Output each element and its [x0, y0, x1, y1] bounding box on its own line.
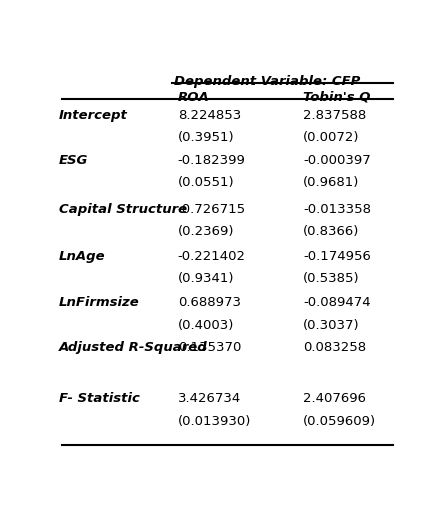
- Text: (0.013930): (0.013930): [178, 415, 251, 428]
- Text: LnFirmsize: LnFirmsize: [59, 296, 140, 309]
- Text: 2.407696: 2.407696: [303, 392, 366, 405]
- Text: Capital Structure: Capital Structure: [59, 203, 187, 216]
- Text: -0.726715: -0.726715: [178, 203, 246, 216]
- Text: Adjusted R-Squared: Adjusted R-Squared: [59, 342, 208, 354]
- Text: -0.174956: -0.174956: [303, 250, 371, 263]
- Text: (0.059609): (0.059609): [303, 415, 377, 428]
- Text: LnAge: LnAge: [59, 250, 106, 263]
- Text: 2.837588: 2.837588: [303, 109, 366, 122]
- Text: 0.688973: 0.688973: [178, 296, 241, 309]
- Text: -0.182399: -0.182399: [178, 154, 246, 167]
- Text: (0.3951): (0.3951): [178, 131, 234, 144]
- Text: 0.083258: 0.083258: [303, 342, 366, 354]
- Text: (0.4003): (0.4003): [178, 319, 234, 331]
- Text: 0.135370: 0.135370: [178, 342, 241, 354]
- Text: (0.8366): (0.8366): [303, 225, 360, 238]
- Text: ESG: ESG: [59, 154, 88, 167]
- Text: 8.224853: 8.224853: [178, 109, 241, 122]
- Text: (0.3037): (0.3037): [303, 319, 360, 331]
- Text: -0.221402: -0.221402: [178, 250, 246, 263]
- Text: Tobin's Q: Tobin's Q: [303, 91, 371, 104]
- Text: (0.5385): (0.5385): [303, 272, 360, 286]
- Text: -0.089474: -0.089474: [303, 296, 371, 309]
- Text: (0.9341): (0.9341): [178, 272, 234, 286]
- Text: ROA: ROA: [178, 91, 210, 104]
- Text: F- Statistic: F- Statistic: [59, 392, 140, 405]
- Text: (0.9681): (0.9681): [303, 176, 360, 189]
- Text: (0.0551): (0.0551): [178, 176, 234, 189]
- Text: Intercept: Intercept: [59, 109, 128, 122]
- Text: (0.0072): (0.0072): [303, 131, 360, 144]
- Text: -0.013358: -0.013358: [303, 203, 371, 216]
- Text: Dependent Variable: CFP: Dependent Variable: CFP: [174, 75, 361, 88]
- Text: -0.000397: -0.000397: [303, 154, 371, 167]
- Text: 3.426734: 3.426734: [178, 392, 241, 405]
- Text: (0.2369): (0.2369): [178, 225, 234, 238]
